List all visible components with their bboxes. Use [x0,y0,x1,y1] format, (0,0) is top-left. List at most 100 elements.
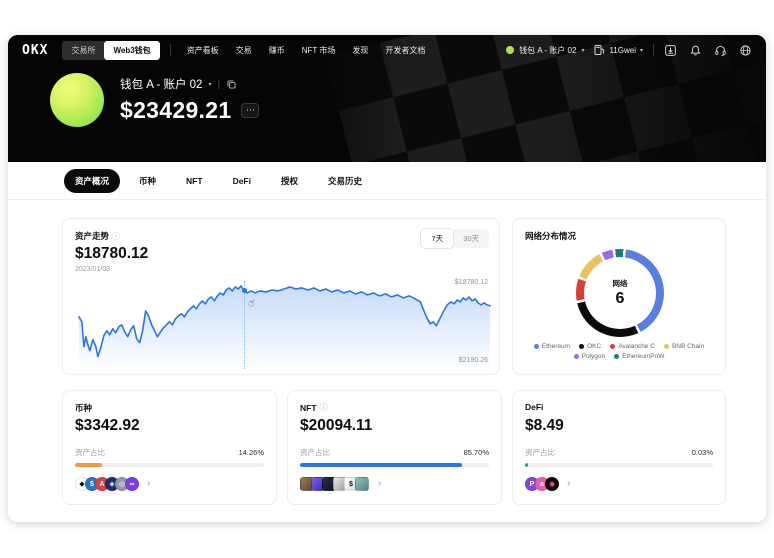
menu-item-dev-docs[interactable]: 开发者文档 [385,45,426,55]
trend-chart-svg [78,285,491,371]
wallet-summary: 钱包 A - 账户 02 ▾ | $23429.21 ⋯ [8,73,766,127]
menu-item-nft-market[interactable]: NFT 市场 [301,45,336,55]
range-7d-button[interactable]: 7天 [421,229,454,248]
range-30d-button[interactable]: 30天 [463,234,479,243]
network-distribution-card: 网络分布情况 网络 6 Ethereum OKC Avalanche C BNB… [512,218,726,375]
asset-tabs: 资产概况 币种 NFT DeFi 授权 交易历史 [8,162,766,200]
ratio-label: 资产占比 [75,448,105,457]
defi-percent: 0.03% [691,448,713,457]
defi-title: DeFi [525,402,544,412]
app-window: OKX 交易所 Web3钱包 资产看板 交易 赚币 NFT 市场 发现 开发者文… [8,35,766,522]
network-legend: Ethereum OKC Avalanche C BNB Chain Polyg… [513,343,725,360]
wallet-selector-label: 钱包 A - 账户 02 [519,45,577,55]
notification-bell-icon[interactable] [689,44,702,57]
exchange-wallet-toggle: 交易所 Web3钱包 [62,40,160,60]
asset-trend-card: 资产走势 ⓘ $18780.12 2023/01/08 7天 30天 [62,218,500,375]
wallet-status-dot [506,46,515,54]
support-headset-icon[interactable] [714,44,727,57]
coins-value: $3342.92 [75,417,140,434]
legend-item-ethereum: Ethereum [533,343,570,350]
network-donut-chart: 网络 6 [576,249,664,337]
legend-dot [579,344,585,349]
nft-progress-fill [300,463,462,467]
nft-thumb-list[interactable]: $ › [300,477,381,491]
coins-progress-track [75,463,264,467]
language-globe-icon[interactable] [739,44,752,57]
nav-divider [169,44,171,56]
tab-history[interactable]: 交易历史 [328,175,363,186]
legend-dot [614,354,620,359]
chart-min-label: $2190.26 [458,357,488,364]
defi-summary-card: DeFi $8.49 资产占比 0.03% P a ◉ › [512,390,726,505]
gas-pump-icon [594,45,605,55]
more-actions-button[interactable]: ⋯ [241,103,260,118]
legend-dot [610,344,616,349]
toggle-web3-wallet[interactable]: Web3钱包 [104,40,160,60]
defi-progress-fill [525,463,528,467]
hover-marker-dot [241,287,247,293]
tab-coins[interactable]: 币种 [139,175,157,186]
menu-item-trade[interactable]: 交易 [235,45,252,55]
polygon-token-icon: ∞ [125,477,139,491]
chevron-down-icon: ▾ [581,47,585,54]
nft-progress-track [300,463,489,467]
defi-value: $8.49 [525,417,564,434]
copy-address-icon[interactable] [226,79,237,90]
chevron-right-icon[interactable]: › [147,478,151,489]
tab-nft[interactable]: NFT [186,175,203,186]
network-title: 网络分布情况 [525,231,577,241]
wallet-avatar[interactable] [50,73,104,127]
wallet-name[interactable]: 钱包 A - 账户 02 [120,79,203,91]
trend-line-chart[interactable]: ☝ $18780.12 $2190.26 [63,279,499,371]
legend-item-okc: OKC [579,343,601,350]
tab-asset-overview[interactable]: 资产概况 [64,168,121,193]
coins-title: 币种 [75,403,93,413]
nav-menu: 资产看板 交易 赚币 NFT 市场 发现 开发者文档 [187,45,426,56]
tab-defi[interactable]: DeFi [232,175,251,186]
defi-progress-track [525,463,713,467]
donut-center-value: 6 [615,290,625,307]
toggle-exchange[interactable]: 交易所 [62,40,105,60]
range-selector: 7天 30天 [421,229,489,248]
legend-dot [663,344,669,349]
nft-percent: 85.70% [463,448,489,457]
menu-item-dashboard[interactable]: 资产看板 [186,45,219,55]
coins-percent: 14.26% [238,448,264,457]
chevron-right-icon[interactable]: › [567,478,571,489]
menu-item-discover[interactable]: 发现 [352,45,369,55]
coins-progress-fill [75,463,102,467]
legend-item-bnb: BNB Chain [663,343,704,350]
nav-divider [653,44,654,56]
legend-dot [573,354,579,359]
trend-title: 资产走势 [75,231,110,241]
total-balance: $23429.21 [120,97,232,123]
coins-summary-card: 币种 $3342.92 资产占比 14.26% ◆ $ A ◈ ◎ ∞ › [62,390,277,505]
okx-logo: OKX [22,42,49,58]
chevron-down-icon[interactable]: ▾ [208,81,212,88]
defi-protocol-icon: ◉ [545,477,559,491]
main-content: 资产走势 ⓘ $18780.12 2023/01/08 7天 30天 [8,200,766,522]
nft-summary-card: NFT ⓘ $20094.11 资产占比 85.70% $ › [287,390,502,505]
info-icon[interactable]: ⓘ [319,403,328,412]
donut-center-label: 网络 [612,279,628,288]
download-icon[interactable] [664,44,677,57]
nft-title: NFT [300,402,317,413]
wallet-account-selector[interactable]: 钱包 A - 账户 02 ▾ [506,45,584,56]
ratio-label: 资产占比 [300,448,330,457]
chevron-right-icon[interactable]: › [378,478,382,489]
tab-approvals[interactable]: 授权 [280,175,298,186]
defi-protocol-list[interactable]: P a ◉ › [525,477,570,491]
legend-item-polygon: Polygon [573,353,605,360]
trend-current-value: $18780.12 [75,245,149,262]
gas-price-label: 11Gwei [609,45,636,55]
info-icon[interactable]: ⓘ [112,231,121,241]
nft-thumbnail [355,477,369,491]
gas-price-selector[interactable]: 11Gwei ▾ [594,44,643,56]
nav-icon-group [664,44,752,57]
trend-current-date: 2023/01/08 [75,266,111,273]
nav-right-cluster: 钱包 A - 账户 02 ▾ 11Gwei ▾ [506,44,752,57]
coins-token-list[interactable]: ◆ $ A ◈ ◎ ∞ › [75,477,150,491]
menu-item-earn[interactable]: 赚币 [268,45,285,55]
divider: | [217,78,221,90]
chevron-down-icon: ▾ [639,47,643,54]
